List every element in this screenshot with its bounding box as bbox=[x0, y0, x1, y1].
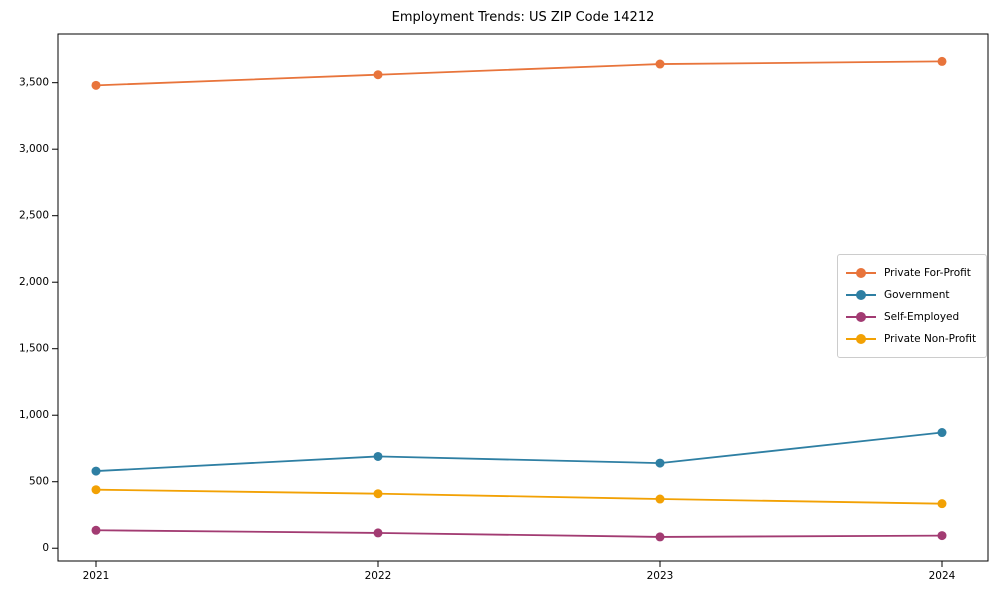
data-point-private-non-profit bbox=[655, 494, 665, 504]
legend-label: Self-Employed bbox=[884, 311, 960, 323]
data-point-government bbox=[937, 428, 947, 438]
y-tick-label: 2,000 bbox=[19, 276, 49, 288]
y-tick-label: 0 bbox=[42, 542, 49, 554]
data-point-self-employed bbox=[373, 528, 383, 538]
y-tick-label: 2,500 bbox=[19, 210, 49, 222]
y-tick-label: 3,500 bbox=[19, 77, 49, 89]
data-point-private-non-profit bbox=[91, 485, 101, 495]
series-line-self-employed bbox=[95, 529, 943, 538]
data-point-private-for-profit bbox=[91, 80, 101, 90]
legend-marker-icon bbox=[846, 290, 876, 300]
y-tick-label: 1,500 bbox=[19, 343, 49, 355]
legend-marker-icon bbox=[846, 268, 876, 278]
legend-label: Private For-Profit bbox=[884, 267, 971, 279]
legend-item: Self-Employed bbox=[846, 306, 976, 328]
y-tick-label: 3,000 bbox=[19, 143, 49, 155]
data-point-private-for-profit bbox=[373, 70, 383, 80]
x-tick-label: 2021 bbox=[83, 570, 110, 582]
data-point-private-for-profit bbox=[937, 56, 947, 66]
x-tick-label: 2023 bbox=[647, 570, 674, 582]
data-point-private-non-profit bbox=[937, 499, 947, 509]
data-point-self-employed bbox=[91, 525, 101, 535]
data-point-government bbox=[91, 466, 101, 476]
chart-title: Employment Trends: US ZIP Code 14212 bbox=[391, 10, 655, 25]
y-tick-label: 1,000 bbox=[19, 409, 49, 421]
legend-item: Government bbox=[846, 284, 976, 306]
legend-item: Private For-Profit bbox=[846, 262, 976, 284]
data-point-self-employed bbox=[655, 532, 665, 542]
series-line-government bbox=[95, 431, 943, 472]
data-point-private-non-profit bbox=[373, 489, 383, 499]
data-point-private-for-profit bbox=[655, 59, 665, 69]
x-tick-label: 2024 bbox=[929, 570, 956, 582]
legend-marker-icon bbox=[846, 312, 876, 322]
data-point-government bbox=[655, 458, 665, 468]
legend-label: Private Non-Profit bbox=[884, 333, 977, 345]
x-tick-label: 2022 bbox=[365, 570, 392, 582]
plot-border bbox=[57, 33, 989, 562]
legend-item: Private Non-Profit bbox=[846, 328, 976, 350]
data-point-self-employed bbox=[937, 531, 947, 541]
series-line-private-non-profit bbox=[95, 488, 943, 505]
data-point-government bbox=[373, 451, 383, 461]
series-line-private-for-profit bbox=[95, 60, 943, 87]
legend-marker-icon bbox=[846, 334, 876, 344]
legend-label: Government bbox=[884, 289, 950, 301]
legend: Private For-Profit Government Self-Employe… bbox=[837, 254, 988, 358]
y-tick-label: 500 bbox=[29, 476, 49, 488]
